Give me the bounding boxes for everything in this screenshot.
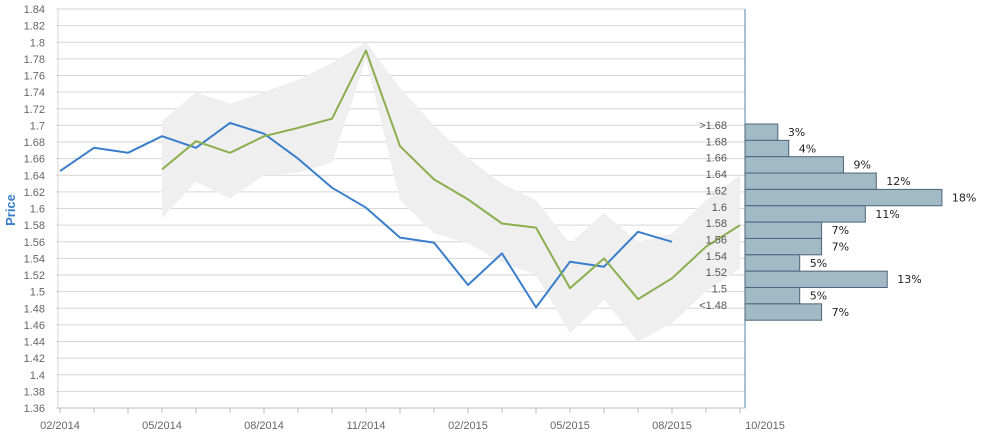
y-tick-label: 1.74 xyxy=(24,87,45,99)
y-tick-label: 1.8 xyxy=(30,37,45,49)
distribution-bar xyxy=(744,270,888,288)
x-tick-label: 10/2015 xyxy=(745,420,785,432)
distribution-bin-label: 1.5 xyxy=(712,284,727,296)
distribution-bin-label: 1.52 xyxy=(706,267,727,279)
distribution-layer: >1.68 3% 1.68 4% 1.66 9% 1.64 12% 1.62 18% 1.6 11% 1… xyxy=(699,120,976,321)
distribution-bin-label: 1.54 xyxy=(706,251,727,263)
distribution-bin-label: <1.48 xyxy=(699,300,727,312)
y-tick-label: 1.46 xyxy=(24,320,45,332)
y-tick-label: 1.72 xyxy=(24,104,45,116)
distribution-percent-label: 13% xyxy=(897,273,921,286)
x-tick-label: 05/2015 xyxy=(550,420,590,432)
distribution-bar xyxy=(744,205,866,223)
distribution-bar xyxy=(744,139,790,158)
x-tick-label: 08/2014 xyxy=(244,420,284,432)
y-tick-label: 1.6 xyxy=(30,204,45,216)
axis-layer: 1.36 1.38 1.4 1.42 1.44 1.46 1.48 1.5 1.52 1.54 1.… xyxy=(24,4,785,432)
series-layer xyxy=(59,49,741,309)
y-tick-label: 1.38 xyxy=(24,386,45,398)
distribution-bin-label: 1.68 xyxy=(706,136,727,148)
x-tick-label: 05/2014 xyxy=(142,420,182,432)
distribution-bar xyxy=(744,287,801,305)
y-tick-label: 1.42 xyxy=(24,353,45,365)
distribution-bin-label: 1.6 xyxy=(712,202,727,214)
y-tick-label: 1.82 xyxy=(24,21,45,33)
y-tick-label: 1.56 xyxy=(24,237,45,249)
y-axis-title: Price xyxy=(3,194,18,226)
distribution-percent-label: 7% xyxy=(832,224,849,237)
y-tick-label: 1.48 xyxy=(24,303,45,315)
forecast-series-line xyxy=(161,49,741,301)
distribution-percent-label: 3% xyxy=(788,126,805,139)
distribution-percent-label: 7% xyxy=(832,306,849,319)
x-tick-label: 11/2014 xyxy=(347,420,386,432)
distribution-bar xyxy=(744,221,823,239)
distribution-percent-label: 11% xyxy=(875,208,899,221)
y-tick-label: 1.36 xyxy=(24,403,45,415)
distribution-bin-label: 1.58 xyxy=(706,218,727,230)
y-tick-label: 1.54 xyxy=(24,253,45,265)
distribution-bin-label: >1.68 xyxy=(699,120,727,132)
distribution-bar xyxy=(744,303,823,321)
distribution-bin-label: 1.64 xyxy=(706,169,727,181)
distribution-percent-label: 7% xyxy=(832,240,849,253)
x-tick-label: 02/2015 xyxy=(448,420,488,432)
distribution-percent-label: 5% xyxy=(810,257,827,270)
y-tick-label: 1.64 xyxy=(24,170,45,182)
y-tick-label: 1.62 xyxy=(24,187,45,199)
distribution-bar xyxy=(744,188,943,207)
y-tick-label: 1.44 xyxy=(24,337,45,349)
y-tick-label: 1.66 xyxy=(24,154,45,166)
y-tick-label: 1.4 xyxy=(30,370,45,382)
distribution-percent-label: 5% xyxy=(810,290,827,303)
actual-series-line xyxy=(59,121,673,309)
distribution-bin-label: 1.66 xyxy=(706,153,727,165)
distribution-bar xyxy=(744,237,823,256)
distribution-percent-label: 18% xyxy=(952,191,976,204)
x-tick-label: 02/2014 xyxy=(40,420,80,432)
y-tick-label: 1.58 xyxy=(24,220,45,232)
distribution-percent-label: 12% xyxy=(886,175,910,188)
grid-layer xyxy=(56,8,745,409)
y-tick-label: 1.78 xyxy=(24,54,45,66)
distribution-bar xyxy=(744,172,877,190)
distribution-bin-label: 1.56 xyxy=(706,234,727,246)
y-tick-label: 1.7 xyxy=(30,120,45,132)
y-tick-label: 1.5 xyxy=(30,287,45,299)
y-tick-label: 1.76 xyxy=(24,71,45,83)
distribution-percent-label: 4% xyxy=(799,142,816,155)
distribution-bar xyxy=(744,123,779,141)
distribution-bin-label: 1.62 xyxy=(706,185,727,197)
y-tick-label: 1.52 xyxy=(24,270,45,282)
y-tick-label: 1.84 xyxy=(24,4,45,16)
x-tick-label: 08/2015 xyxy=(652,420,692,432)
distribution-bar xyxy=(744,254,801,272)
distribution-percent-label: 9% xyxy=(853,159,870,172)
distribution-bar xyxy=(744,156,844,174)
y-tick-label: 1.68 xyxy=(24,137,45,149)
